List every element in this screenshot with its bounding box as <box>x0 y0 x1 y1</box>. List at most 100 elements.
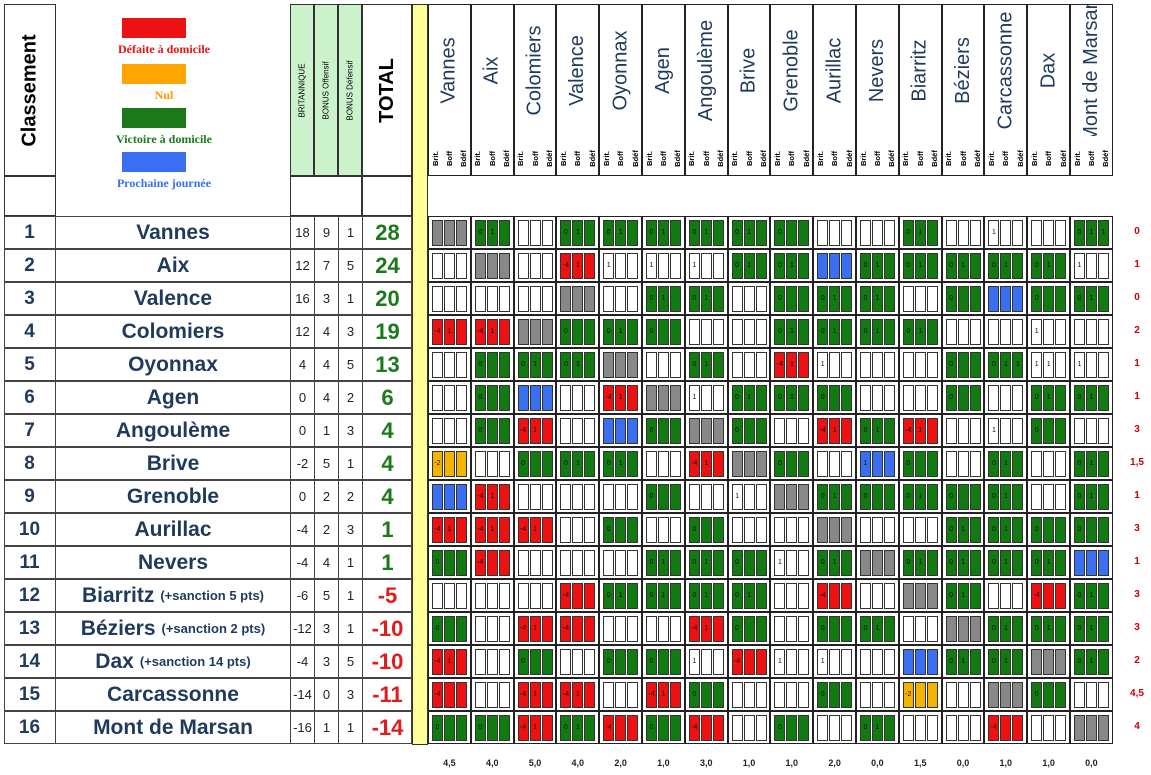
match-subcell <box>1086 385 1097 411</box>
subcolumn-label: Boff <box>613 140 627 176</box>
match-cell <box>1070 546 1113 579</box>
rank-cell: 6 <box>4 381 56 414</box>
match-subcell <box>603 319 615 345</box>
match-subcell <box>688 583 700 609</box>
match-subcell-value: 0 <box>906 228 911 236</box>
stat-cell: 5 <box>314 447 338 480</box>
match-cell: -4 1 <box>684 612 728 645</box>
match-subcell-value: 1 <box>490 492 495 500</box>
match-subcell-value: 0 <box>1034 393 1039 401</box>
match-subcell <box>731 583 743 609</box>
match-subcell <box>841 286 853 312</box>
match-subcell <box>1043 682 1055 708</box>
match-subcell <box>731 385 743 411</box>
match-subcell <box>743 253 755 279</box>
rank-cell: 2 <box>4 249 56 282</box>
match-subcell <box>1012 418 1024 444</box>
match-subcell <box>627 484 639 510</box>
match-subcell-value: 0 <box>777 459 782 467</box>
subcolumn-label: Boff <box>699 140 713 176</box>
match-subcell <box>603 715 615 741</box>
team-name-cell: Brive <box>56 447 290 480</box>
match-subcell-value: 1 <box>991 228 996 236</box>
match-cell <box>428 381 471 414</box>
match-subcell <box>560 385 572 411</box>
column-header-label: Aurillac <box>813 4 856 136</box>
table-row <box>4 678 412 711</box>
match-subcell <box>615 253 627 279</box>
column-header-label: Béziers <box>942 4 985 136</box>
subcolumn-text: Bdéf <box>972 149 982 167</box>
stat-cell: 1 <box>338 282 362 315</box>
match-subcell <box>1043 451 1055 477</box>
match-subcell-value: 0 <box>991 525 996 533</box>
match-subcell-value: 1 <box>777 657 782 665</box>
match-subcell <box>945 220 957 246</box>
match-subcell <box>432 649 443 675</box>
match-subcell <box>560 319 572 345</box>
match-subcell <box>498 484 510 510</box>
match-subcell <box>474 682 486 708</box>
subcolumn-text: Brit. <box>901 150 911 166</box>
match-subcell <box>988 550 1000 576</box>
match-subcell <box>498 418 510 444</box>
match-subcell <box>486 583 498 609</box>
match-subcell <box>1086 616 1097 642</box>
match-subcell-value: -4 <box>819 591 826 599</box>
match-subcell <box>786 352 798 378</box>
stat-cell: -4 <box>290 546 314 579</box>
team-name-cell: Béziers (+sanction 2 pts) <box>56 612 290 645</box>
match-subcell <box>1000 550 1012 576</box>
match-subcell <box>798 550 810 576</box>
match-subcell <box>1000 715 1012 741</box>
match-subcell-value: -2 <box>434 459 441 467</box>
row-extra-value: 3 <box>1134 589 1140 600</box>
match-subcell-value: 0 <box>777 393 782 401</box>
column-header-cell <box>770 4 814 176</box>
match-subcell-value: 0 <box>649 492 654 500</box>
match-cell <box>813 711 856 744</box>
match-subcell <box>860 649 871 675</box>
match-subcell-value: 1 <box>618 327 623 335</box>
stat-cell: 3 <box>314 282 338 315</box>
match-subcell <box>1000 319 1012 345</box>
match-subcell <box>945 385 957 411</box>
match-cell: 0 <box>599 645 642 678</box>
stat-cell: 4 <box>290 348 314 381</box>
match-subcell <box>1074 418 1085 444</box>
match-subcell <box>1086 352 1097 378</box>
stat-cell: -4 <box>290 645 314 678</box>
match-cell <box>727 282 771 315</box>
match-cell: -4 1 <box>813 414 856 447</box>
match-subcell <box>1098 484 1109 510</box>
match-subcell-value: 1 <box>661 591 666 599</box>
match-subcell-value: 1 <box>875 261 880 269</box>
legend-swatch <box>122 152 186 172</box>
match-subcell-value: -4 <box>519 690 527 698</box>
column-header-text: Béziers <box>951 36 974 104</box>
match-cell <box>898 579 942 612</box>
match-subcell <box>786 517 798 543</box>
match-subcell <box>444 220 455 246</box>
subcolumn-text: Brit. <box>430 150 440 166</box>
match-subcell-value: 1 <box>575 360 580 368</box>
match-subcell-value: 1 <box>575 228 580 236</box>
match-subcell <box>1074 682 1085 708</box>
match-subcell <box>841 682 853 708</box>
table-row <box>4 381 412 414</box>
match-subcell <box>969 451 981 477</box>
match-subcell <box>1074 517 1085 543</box>
match-subcell <box>541 715 553 741</box>
match-subcell <box>829 583 841 609</box>
match-subcell <box>1012 253 1024 279</box>
match-cell: -4 1 <box>556 678 600 711</box>
match-subcell <box>1074 715 1085 741</box>
column-header-label: Colomiers <box>514 4 557 136</box>
match-cell: -2 <box>898 678 942 711</box>
match-subcell <box>1055 550 1067 576</box>
